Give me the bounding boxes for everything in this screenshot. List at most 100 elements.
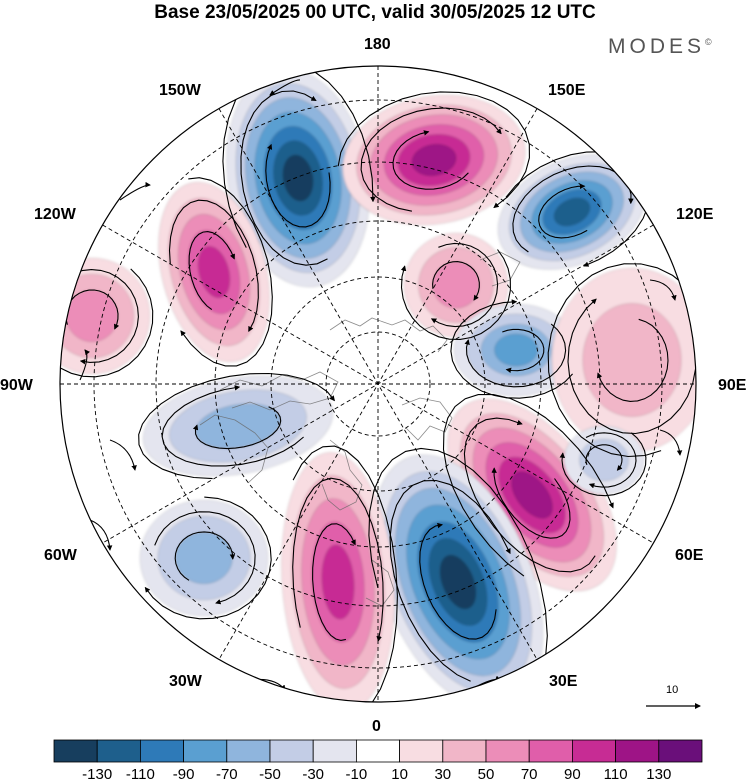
anomaly-contour bbox=[411, 143, 457, 177]
streamline bbox=[389, 479, 511, 682]
anomaly-contour bbox=[439, 554, 477, 610]
lon-label-0: 0 bbox=[372, 718, 381, 735]
streamline bbox=[491, 467, 571, 539]
streamline bbox=[538, 183, 588, 239]
lon-label-150e: 150E bbox=[548, 82, 586, 99]
streamline bbox=[659, 429, 683, 456]
colorbar-swatch bbox=[226, 739, 271, 763]
lon-label-60e: 60E bbox=[675, 547, 704, 564]
streamline bbox=[89, 519, 113, 551]
colorbar-swatch bbox=[139, 739, 184, 763]
streamline bbox=[154, 511, 256, 605]
streamline bbox=[559, 432, 647, 497]
streamline bbox=[400, 249, 511, 340]
streamline bbox=[368, 447, 548, 697]
anomaly-contour bbox=[511, 471, 553, 519]
anomaly-contour bbox=[582, 303, 682, 417]
streamline bbox=[337, 91, 530, 209]
brand-name: MODES bbox=[608, 35, 706, 58]
streamline bbox=[547, 263, 688, 458]
streamline bbox=[360, 107, 502, 212]
streamline bbox=[292, 445, 398, 702]
colorbar-tick-label: -130 bbox=[82, 766, 113, 783]
streamline bbox=[109, 439, 137, 471]
colorbar-swatch bbox=[485, 739, 530, 763]
map-boundary bbox=[59, 65, 697, 703]
streamline bbox=[240, 90, 328, 266]
lon-label-120e: 120E bbox=[676, 206, 714, 223]
colorbar-tick-label: -50 bbox=[259, 766, 281, 783]
lon-label-60w: 60W bbox=[44, 547, 77, 564]
lon-label-180: 180 bbox=[364, 36, 391, 53]
colorbar-tick-label: 10 bbox=[391, 766, 408, 783]
anomaly-contour bbox=[553, 197, 591, 227]
streamline bbox=[585, 444, 623, 471]
streamline bbox=[188, 231, 235, 311]
lon-label-30w: 30W bbox=[169, 673, 202, 690]
streamline bbox=[174, 531, 236, 581]
streamline bbox=[567, 298, 696, 435]
lon-label-90e: 90E bbox=[718, 377, 747, 394]
reference-vector-label: 10 bbox=[666, 684, 679, 696]
colorbar-swatch bbox=[355, 739, 400, 763]
streamline bbox=[649, 279, 677, 301]
streamline bbox=[464, 323, 567, 388]
colorbar-tick-label: -110 bbox=[125, 766, 155, 783]
streamline bbox=[65, 269, 139, 365]
streamline bbox=[192, 406, 282, 450]
lon-label-150w: 150W bbox=[159, 82, 201, 99]
copyright-symbol: © bbox=[705, 37, 712, 47]
colorbar-swatch bbox=[528, 739, 573, 763]
colorbar-tick-label: -70 bbox=[215, 766, 238, 783]
colorbar bbox=[53, 739, 703, 763]
colorbar-swatch bbox=[96, 739, 141, 763]
anomaly-contour bbox=[321, 544, 355, 620]
colorbar-swatch bbox=[269, 739, 314, 763]
streamline bbox=[180, 177, 273, 367]
streamline bbox=[432, 261, 480, 301]
anomaly-contour bbox=[282, 154, 314, 202]
streamline bbox=[450, 299, 573, 399]
anomaly-cells bbox=[60, 68, 696, 702]
streamline bbox=[419, 522, 497, 640]
streamline bbox=[392, 130, 469, 190]
streamline bbox=[119, 181, 151, 201]
streamline bbox=[60, 268, 154, 378]
colorbar-swatch bbox=[183, 739, 228, 763]
streamline bbox=[269, 79, 301, 96]
colorbar-tick-label: -30 bbox=[302, 766, 325, 783]
streamline bbox=[463, 417, 596, 573]
streamline bbox=[138, 372, 335, 480]
colorbar-swatch bbox=[53, 739, 98, 763]
streamline bbox=[596, 318, 669, 402]
anomaly-field bbox=[60, 66, 696, 702]
lon-label-30e: 30E bbox=[549, 673, 578, 690]
colorbar-swatch bbox=[442, 739, 487, 763]
colorbar-tick-label: -90 bbox=[172, 766, 195, 783]
streamline bbox=[292, 477, 384, 642]
map-title: Base 23/05/2025 00 UTC, valid 30/05/2025… bbox=[154, 2, 596, 23]
streamline bbox=[161, 385, 304, 467]
streamline bbox=[312, 523, 356, 641]
streamline bbox=[502, 328, 545, 374]
colorbar-swatch bbox=[572, 739, 617, 763]
streamline bbox=[144, 496, 272, 620]
colorbar-tick-label: 50 bbox=[477, 766, 495, 783]
streamline bbox=[585, 432, 637, 489]
modes-logo: MODES© bbox=[608, 35, 712, 59]
colorbar-tick-label: 70 bbox=[520, 766, 538, 783]
colorbar-tick-label: 30 bbox=[434, 766, 452, 783]
streamline bbox=[442, 393, 614, 577]
colorbar-tick-label: 130 bbox=[646, 766, 672, 783]
anomaly-contour bbox=[494, 333, 538, 367]
streamline bbox=[679, 494, 695, 521]
colorbar-tick-label: 110 bbox=[603, 766, 628, 783]
colorbar-swatch bbox=[658, 739, 703, 763]
streamline bbox=[168, 199, 259, 333]
colorbar-tick-label: 90 bbox=[564, 766, 581, 783]
colorbar-swatch bbox=[312, 739, 357, 763]
lon-label-90w: 90W bbox=[0, 377, 33, 394]
lon-label-120w: 120W bbox=[34, 206, 76, 223]
streamline bbox=[599, 609, 631, 641]
